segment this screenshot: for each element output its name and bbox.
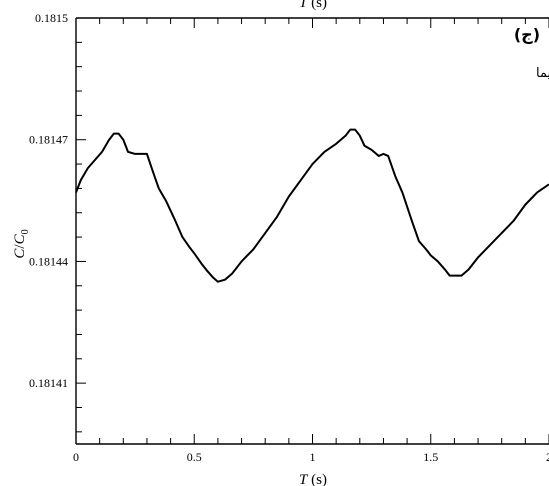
x-tick-label: 2	[546, 450, 549, 464]
series-line-1	[75, 128, 549, 283]
x-tick-label: 1.5	[423, 450, 438, 464]
y-axis-title: C/C0	[12, 229, 31, 258]
x-tick-label: 0	[73, 450, 79, 464]
x-tick-label: 1	[310, 450, 316, 464]
y-tick-label: 0.18141	[29, 376, 68, 390]
x-tick-label: 0.5	[187, 450, 202, 464]
top-axis-unit: (s)	[307, 0, 327, 11]
panel-tag: (ج)	[514, 25, 540, 44]
top-axis-title: T (s)	[299, 0, 327, 11]
y-tick-label: 0.18144	[29, 254, 68, 268]
x-axis-title: T (s)	[299, 472, 327, 486]
y-tick-label: 0.18147	[29, 133, 68, 147]
y-tick-label: 0.1815	[35, 11, 68, 25]
chart-annotation: فصل مشترک اندوتلیم - اینتیما	[536, 66, 549, 81]
